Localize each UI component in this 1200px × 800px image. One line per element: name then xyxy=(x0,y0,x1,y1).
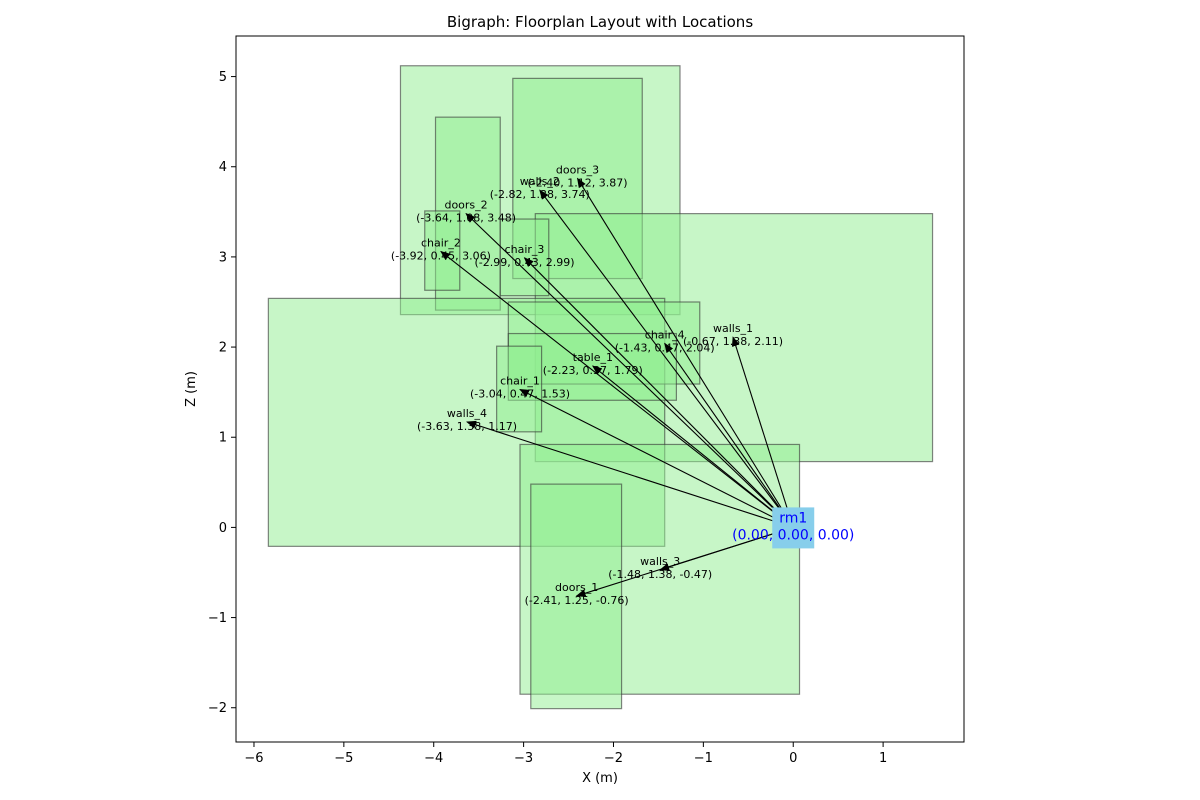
node-name-label: chair_4 xyxy=(645,328,685,341)
node-coord-label: (-3.63, 1.38, 1.17) xyxy=(417,420,517,433)
y-axis-ticks: −2 −1 0 1 2 3 4 5 xyxy=(208,70,236,716)
origin-name-label: rm1 xyxy=(779,510,807,526)
regions-layer xyxy=(267,65,934,710)
node-coord-label: (-1.48, 1.38, -0.47) xyxy=(608,568,712,581)
labels-layer: doors_3(-2.40, 1.12, 3.87)walls_2(-2.82,… xyxy=(391,163,783,606)
x-tick-label: −3 xyxy=(514,751,533,766)
x-tick-label: 1 xyxy=(879,751,887,766)
y-tick-label: 3 xyxy=(219,250,227,265)
edges-layer xyxy=(440,177,794,598)
region-rect xyxy=(496,345,543,433)
node-name-label: walls_4 xyxy=(447,407,487,420)
origin-marker xyxy=(772,507,815,549)
x-tick-label: −4 xyxy=(424,751,443,766)
x-axis-label: X (m) xyxy=(582,771,618,786)
y-tick-label: 2 xyxy=(219,341,227,356)
node-name-label: chair_2 xyxy=(421,236,461,249)
edge-arrow xyxy=(519,388,794,528)
node-name-label: walls_2 xyxy=(520,175,560,188)
plot-frame xyxy=(235,35,965,743)
node-coord-label: (-2.40, 1.12, 3.87) xyxy=(528,176,628,189)
x-tick-label: −5 xyxy=(334,751,353,766)
node-coord-label: (-0.67, 1.38, 2.11) xyxy=(683,335,783,348)
y-tick-label: −1 xyxy=(208,611,227,626)
node-coord-label: (-2.99, 0.43, 2.99) xyxy=(474,256,574,269)
node-name-label: doors_3 xyxy=(556,163,599,176)
node-name-label: doors_2 xyxy=(444,199,487,212)
y-tick-label: −2 xyxy=(208,701,227,716)
node-coord-label: (-2.82, 1.38, 3.74) xyxy=(490,188,590,201)
x-tick-label: −6 xyxy=(244,751,263,766)
y-tick-label: 1 xyxy=(219,431,227,446)
edge-arrow xyxy=(577,177,794,528)
edge-arrow xyxy=(575,526,794,598)
edge-arrow xyxy=(539,189,794,528)
x-tick-label: 0 xyxy=(789,751,797,766)
edge-arrow xyxy=(466,420,794,528)
node-coord-label: (-1.43, 0.47, 2.04) xyxy=(615,341,715,354)
node-name-label: walls_1 xyxy=(713,322,753,335)
node-coord-label: (-2.41, 1.25, -0.76) xyxy=(525,594,629,607)
node-name-label: doors_1 xyxy=(555,581,598,594)
chart-title: Bigraph: Floorplan Layout with Locations xyxy=(447,13,753,31)
node-coord-label: (-3.64, 1.08, 3.48) xyxy=(416,212,516,225)
x-axis-ticks: −6 −5 −4 −3 −2 −1 0 1 xyxy=(244,742,887,766)
node-coord-label: (-3.04, 0.47, 1.53) xyxy=(470,387,570,400)
y-axis-label: Z (m) xyxy=(184,371,199,407)
node-coord-label: (-3.92, 0.45, 3.06) xyxy=(391,249,491,262)
edge-arrow xyxy=(523,257,794,528)
edge-arrow xyxy=(731,336,794,528)
edge-arrow xyxy=(465,212,794,528)
x-tick-label: −1 xyxy=(694,751,713,766)
y-tick-label: 5 xyxy=(219,70,227,85)
x-tick-label: −2 xyxy=(604,751,623,766)
y-tick-label: 0 xyxy=(219,521,227,536)
node-name-label: chair_3 xyxy=(505,243,545,256)
edge-arrow xyxy=(440,250,794,528)
node-name-label: chair_1 xyxy=(500,374,540,387)
origin-coord-label: (0.00, 0.00, 0.00) xyxy=(732,527,854,543)
region-rect xyxy=(424,210,461,291)
node-coord-label: (-2.23, 0.37, 1.79) xyxy=(543,364,643,377)
y-tick-label: 4 xyxy=(219,160,227,175)
node-name-label: walls_3 xyxy=(640,555,680,568)
origin-layer: rm1(0.00, 0.00, 0.00) xyxy=(732,507,854,549)
edge-arrow xyxy=(592,365,794,528)
node-name-label: table_1 xyxy=(573,351,613,364)
edge-arrow xyxy=(664,342,794,528)
